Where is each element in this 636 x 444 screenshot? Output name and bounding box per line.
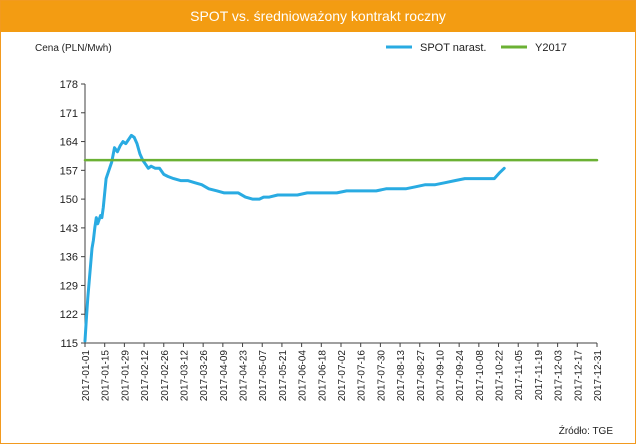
x-tick-label: 2017-11-19 [534, 350, 545, 401]
x-tick-label: 2017-09-24 [455, 350, 466, 402]
x-tick-label: 2017-05-07 [258, 350, 269, 402]
y-tick-label: 178 [60, 79, 78, 91]
y-tick-label: 129 [60, 280, 78, 292]
x-tick-label: 2017-12-31 [593, 350, 604, 402]
x-tick-label: 2017-05-21 [278, 350, 289, 402]
x-tick-label: 2017-06-18 [317, 350, 328, 402]
y-tick-label: 157 [60, 165, 78, 177]
y-tick-label: 164 [60, 137, 78, 149]
x-tick-label: 2017-03-26 [199, 350, 210, 402]
x-tick-label: 2017-12-17 [573, 350, 584, 402]
x-tick-label: 2017-04-09 [219, 350, 230, 402]
line-chart: Cena (PLN/Mwh) 115 122 129 136 143 150 157 164 17… [35, 42, 604, 402]
x-tick-label: 2017-04-23 [239, 350, 250, 402]
x-tick-label: 2017-07-30 [376, 350, 387, 402]
x-tick-label: 2017-08-13 [396, 350, 407, 402]
x-tick-label: 2017-10-08 [475, 350, 486, 402]
y-tick-label: 143 [60, 223, 78, 235]
legend-y2017-text: Y2017 [535, 42, 567, 54]
x-tick-label: 2017-09-10 [435, 350, 446, 402]
x-tick-label: 2017-01-01 [81, 350, 92, 402]
y-tick-label: 171 [60, 108, 78, 120]
x-tick-label: 2017-07-16 [357, 350, 368, 402]
x-tick-label: 2017-02-26 [160, 350, 171, 402]
x-tick-label: 2017-06-04 [298, 350, 309, 402]
y-axis-label: Cena (PLN/Mwh) [35, 43, 112, 54]
x-tick-label: 2017-03-12 [179, 350, 190, 402]
x-tick-label: 2017-07-02 [337, 350, 348, 402]
x-tick-label: 2017-01-29 [120, 350, 131, 402]
y-tick-label: 136 [60, 252, 78, 264]
y-tick-label: 115 [60, 338, 78, 350]
x-tick-label: 2017-12-03 [554, 350, 565, 402]
chart-title: SPOT vs. średnioważony kontrakt roczny [1, 1, 635, 32]
x-tick-label: 2017-02-12 [140, 350, 151, 402]
x-tick-label: 2017-11-05 [514, 350, 525, 401]
y-tick-label: 122 [60, 309, 78, 321]
x-tick-label: 2017-10-22 [495, 350, 506, 402]
source-note: Źródło: TGE [558, 426, 613, 437]
legend-spot-text: SPOT narast. [420, 42, 486, 54]
series-line-spot [83, 133, 506, 343]
x-tick-label: 2017-08-27 [416, 350, 427, 402]
x-tick-label: 2017-01-15 [101, 350, 112, 402]
y-tick-label: 150 [60, 194, 78, 206]
